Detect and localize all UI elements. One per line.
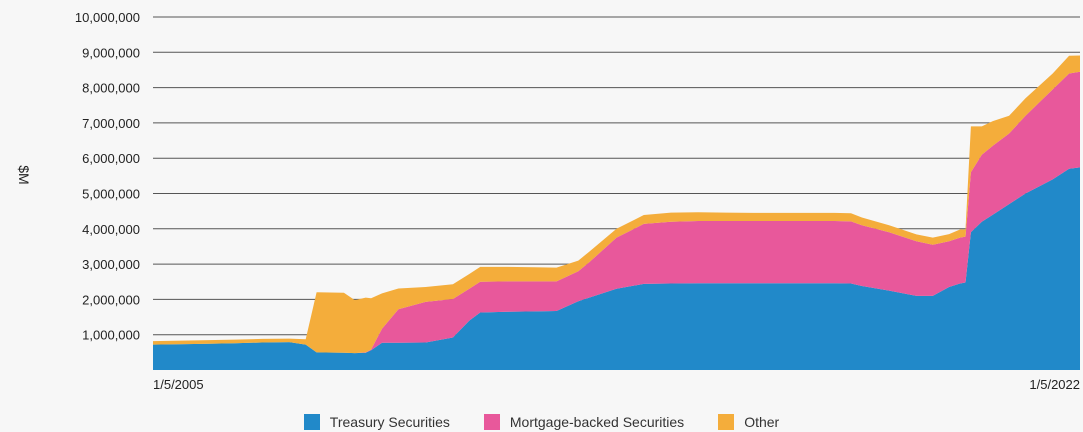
y-tick-label: 10,000,000 [75, 10, 140, 25]
legend-swatch-treasury [303, 414, 320, 430]
legend: Treasury Securities Mortgage-backed Secu… [0, 412, 1083, 432]
legend-item-treasury: Treasury Securities [303, 412, 450, 432]
legend-label-treasury: Treasury Securities [329, 414, 450, 430]
x-axis-tick-labels: 1/5/2005 1/5/2022 [153, 377, 1080, 392]
area-series [153, 55, 1080, 370]
x-tick-label: 1/5/2005 [153, 377, 204, 392]
y-axis-label: $M [16, 165, 32, 184]
gridlines [153, 16, 1080, 336]
legend-item-other: Other [718, 412, 779, 432]
y-axis-tick-labels: 1,000,000 2,000,000 3,000,000 4,000,000 5,00… [75, 10, 140, 343]
y-tick-label: 3,000,000 [82, 257, 140, 272]
legend-label-other: Other [744, 414, 780, 430]
y-tick-label: 4,000,000 [82, 222, 140, 237]
y-tick-label: 1,000,000 [82, 328, 140, 343]
x-tick-label: 1/5/2022 [1029, 377, 1080, 392]
y-tick-label: 6,000,000 [82, 151, 140, 166]
area-treasury-securities [153, 167, 1080, 370]
y-tick-label: 5,000,000 [82, 187, 140, 202]
y-tick-label: 8,000,000 [82, 81, 140, 96]
stacked-area-chart: 1,000,000 2,000,000 3,000,000 4,000,000 5,00… [16, 10, 1080, 392]
y-tick-label: 7,000,000 [82, 116, 140, 131]
legend-swatch-mbs [483, 414, 500, 430]
y-tick-label: 9,000,000 [82, 45, 140, 60]
legend-swatch-other [718, 414, 735, 430]
legend-item-mbs: Mortgage-backed Securities [483, 412, 685, 432]
area-mortgage-backed-securities [153, 71, 1080, 354]
legend-label-mbs: Mortgage-backed Securities [509, 414, 685, 430]
y-tick-label: 2,000,000 [82, 292, 140, 307]
